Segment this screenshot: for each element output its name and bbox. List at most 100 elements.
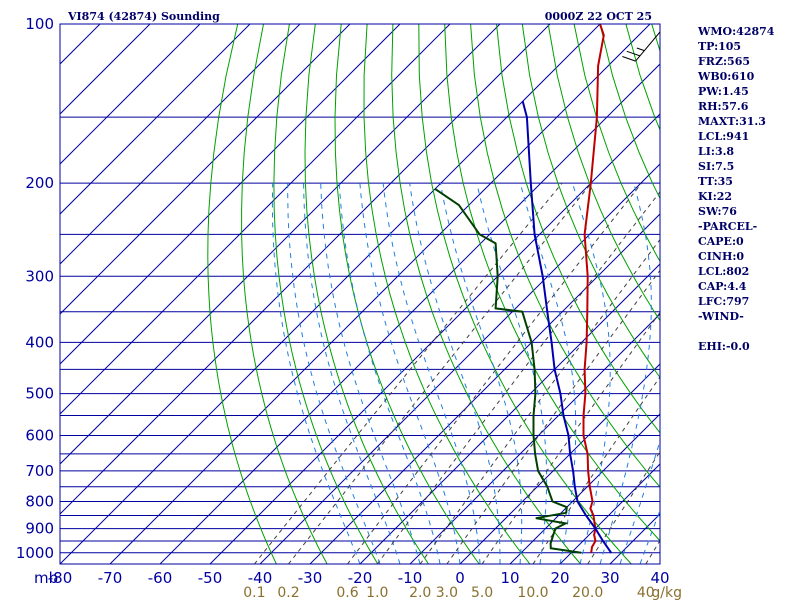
plot-area xyxy=(60,24,660,564)
moist-adiabat-line xyxy=(303,183,401,564)
stat-line: EHI:-0.0 xyxy=(698,340,750,353)
moist-adiabat-line xyxy=(409,183,501,564)
moist-adiabat-line xyxy=(440,183,523,564)
dry-adiabat-line xyxy=(273,24,379,564)
wind-barb xyxy=(622,31,661,62)
dry-adiabat-line xyxy=(573,24,660,263)
sounding-time: 0000Z 22 OCT 25 xyxy=(545,10,652,23)
dry-adiabat-line xyxy=(241,24,328,564)
stat-line: TP:105 xyxy=(698,40,742,53)
moist-adiabat-line xyxy=(287,183,381,564)
stat-line: KI:22 xyxy=(698,190,733,203)
moist-adiabat-line xyxy=(382,183,481,564)
dry-adiabat-line xyxy=(547,24,660,322)
isotherm-line xyxy=(309,213,660,564)
stat-line: SW:76 xyxy=(698,205,737,218)
stat-line: TT:35 xyxy=(698,175,733,188)
moist-adiabat-line xyxy=(359,183,461,564)
mixing-ratio-line xyxy=(347,182,642,564)
wind-barb-flag xyxy=(626,50,641,57)
temperature-tick-label: -10 xyxy=(398,569,423,587)
data-series xyxy=(434,24,613,554)
pressure-tick-label: 1000 xyxy=(16,544,54,562)
station-title: VI874 (42874) Sounding xyxy=(67,10,220,23)
wind-barb-flag xyxy=(622,56,636,62)
pressure-unit-label: mb xyxy=(34,569,58,587)
moist-adiabat-line xyxy=(599,183,652,564)
moist-adiabat-line xyxy=(320,183,421,564)
moist-adiabat-line xyxy=(271,183,361,564)
mixing-ratio-tick-label: 3.0 xyxy=(436,585,458,600)
mixing-ratio-tick-label: 0.2 xyxy=(277,585,299,600)
temperature-tick-label: -70 xyxy=(98,569,123,587)
isotherm-line xyxy=(60,24,201,165)
isotherm-line xyxy=(259,163,660,564)
temperature-tick-label: 20 xyxy=(550,569,569,587)
temperature-tick-label: 10 xyxy=(500,569,519,587)
mixing-ratio-tick-label: 20.0 xyxy=(572,585,603,600)
dry-adiabat-line xyxy=(418,24,632,564)
temperature-tick-label: -20 xyxy=(348,569,373,587)
stat-line: CAPE:0 xyxy=(698,235,744,248)
dry-adiabat-line xyxy=(496,24,660,434)
isotherm-line xyxy=(60,24,601,564)
mixing-ratio-tick-label: 0.1 xyxy=(243,585,265,600)
isotherm-line xyxy=(60,24,551,515)
dry-adiabat-line xyxy=(334,24,480,564)
stat-line: CINH:0 xyxy=(698,250,745,263)
dewpoint-profile xyxy=(434,188,582,554)
isotherm-line xyxy=(409,313,660,564)
pressure-tick-label: 500 xyxy=(25,385,54,403)
moist-adiabat-line xyxy=(519,183,577,564)
temperature-tick-label: -80 xyxy=(48,569,73,587)
pressure-tick-label: 300 xyxy=(25,267,54,285)
pressure-tick-label: 200 xyxy=(25,174,54,192)
mixing-ratio-tick-label: 1.0 xyxy=(366,585,388,600)
stat-line: CAP:4.4 xyxy=(698,280,747,293)
stat-line: LCL:802 xyxy=(698,265,750,278)
temperature-tick-label: 40 xyxy=(650,569,669,587)
temperature-tick-label: -40 xyxy=(248,569,273,587)
stat-line: FRZ:565 xyxy=(698,55,751,68)
stat-line xyxy=(698,324,798,339)
mixing-ratio-tick-label: 40 xyxy=(637,585,655,600)
dry-adiabat-line xyxy=(363,24,531,564)
dry-adiabat-line xyxy=(444,24,660,542)
isotherm-line xyxy=(159,63,660,564)
isotherm-line xyxy=(60,24,251,215)
stat-line: PW:1.45 xyxy=(698,85,749,98)
isotherm-line xyxy=(60,24,451,415)
stat-line: MAXT:31.3 xyxy=(698,115,766,128)
dry-adiabat-line xyxy=(391,24,581,564)
mixing-ratio-line xyxy=(376,191,660,564)
plot-border xyxy=(59,23,661,565)
temperature-tick-label: -60 xyxy=(148,569,173,587)
mixing-ratio-unit: g/kg xyxy=(651,585,682,600)
mixing-ratio-tick-label: 2.0 xyxy=(409,585,431,600)
mixing-ratio-line xyxy=(254,182,563,564)
mixing-ratio-tick-label: 10.0 xyxy=(517,585,548,600)
pressure-tick-label: 900 xyxy=(25,520,54,538)
moist-adiabat-line xyxy=(572,183,611,564)
wind-barb-flag xyxy=(636,47,645,52)
pressure-axis: 100 200 300 400 500 600 700 800 900 1000 xyxy=(16,15,54,562)
mixing-ratio-tick-label: 5.0 xyxy=(471,585,493,600)
temperature-tick-label: 0 xyxy=(455,569,465,587)
isotherm-line xyxy=(209,113,660,564)
temperature-axis: -80 -70 -60 -50 -40 -30 -20 -10 0 10 20 30 40 xyxy=(48,569,670,587)
stat-line: LCL:941 xyxy=(698,130,750,143)
stat-line: WMO:42874 xyxy=(698,25,775,38)
parcel-profile xyxy=(521,101,613,554)
mixing-ratio-axis: 0.1 0.2 0.6 1.0 2.0 3.0 5.0 10.0 20.0 40 xyxy=(243,585,654,600)
dry-adiabat-line xyxy=(304,24,429,564)
mixing-ratio-line xyxy=(481,311,660,564)
pressure-tick-label: 100 xyxy=(25,15,54,33)
dry-adiabat-line xyxy=(470,24,660,488)
stat-line: RH:57.6 xyxy=(698,100,749,113)
temperature-tick-label: 30 xyxy=(600,569,619,587)
mixing-ratio-line xyxy=(419,238,660,564)
pressure-tick-label: 800 xyxy=(25,493,54,511)
isotherm-line xyxy=(60,24,501,465)
stat-line: SI:7.5 xyxy=(698,160,735,173)
